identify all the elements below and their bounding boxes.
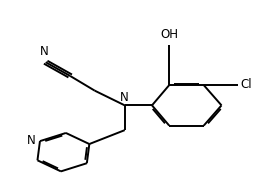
Text: N: N — [27, 134, 36, 147]
Text: OH: OH — [160, 28, 178, 41]
Text: N: N — [40, 45, 49, 58]
Text: Cl: Cl — [241, 78, 252, 91]
Text: N: N — [120, 90, 129, 104]
